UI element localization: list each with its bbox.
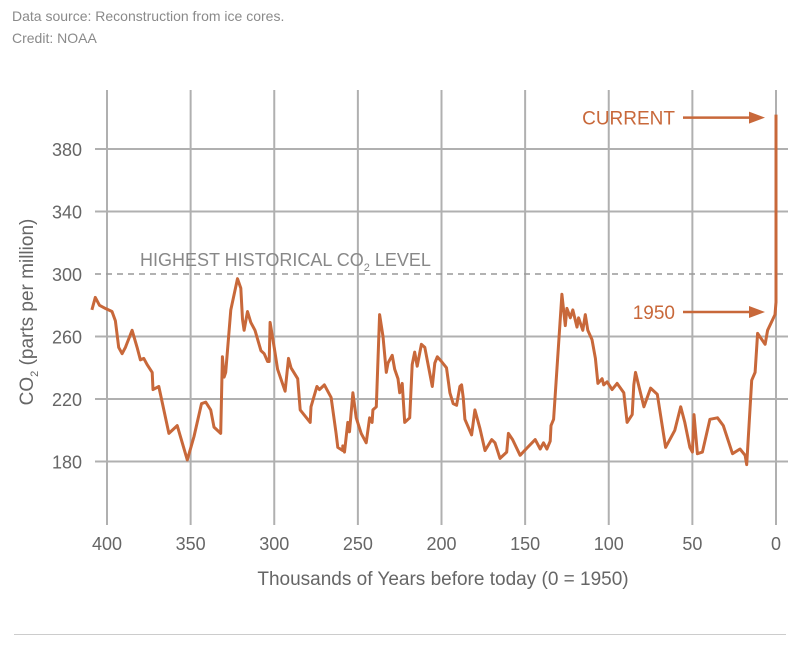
y-tick-label: 380	[52, 140, 82, 160]
co2-series-line	[90, 114, 778, 467]
annotation-label-current: CURRENT	[582, 109, 675, 130]
bottom-divider	[14, 634, 786, 635]
highest-historical-level-label: HIGHEST HISTORICAL CO2 LEVEL	[140, 250, 431, 274]
y-tick-label: 220	[52, 390, 82, 410]
x-tick-label: 300	[259, 534, 289, 554]
x-tick-label: 50	[682, 534, 702, 554]
y-tick-label: 300	[52, 265, 82, 285]
y-tick-label: 260	[52, 328, 82, 348]
x-tick-label: 350	[176, 534, 206, 554]
x-tick-label: 0	[771, 534, 781, 554]
credit-note: Credit: NOAA	[12, 30, 97, 46]
y-axis-label: CO2 (parts per million)	[17, 219, 41, 406]
x-tick-label: 100	[594, 534, 624, 554]
y-tick-label: 180	[52, 453, 82, 473]
data-source-note: Data source: Reconstruction from ice cor…	[12, 8, 285, 24]
x-tick-label: 150	[510, 534, 540, 554]
x-tick-label: 200	[426, 534, 456, 554]
y-tick-label: 340	[52, 203, 82, 223]
annotation-label-1950: 1950	[633, 303, 675, 324]
x-tick-label: 400	[92, 534, 122, 554]
x-axis-label: Thousands of Years before today (0 = 195…	[257, 569, 628, 590]
arrowhead-icon	[749, 111, 765, 124]
x-tick-label: 250	[343, 534, 373, 554]
arrowhead-icon	[749, 306, 765, 318]
